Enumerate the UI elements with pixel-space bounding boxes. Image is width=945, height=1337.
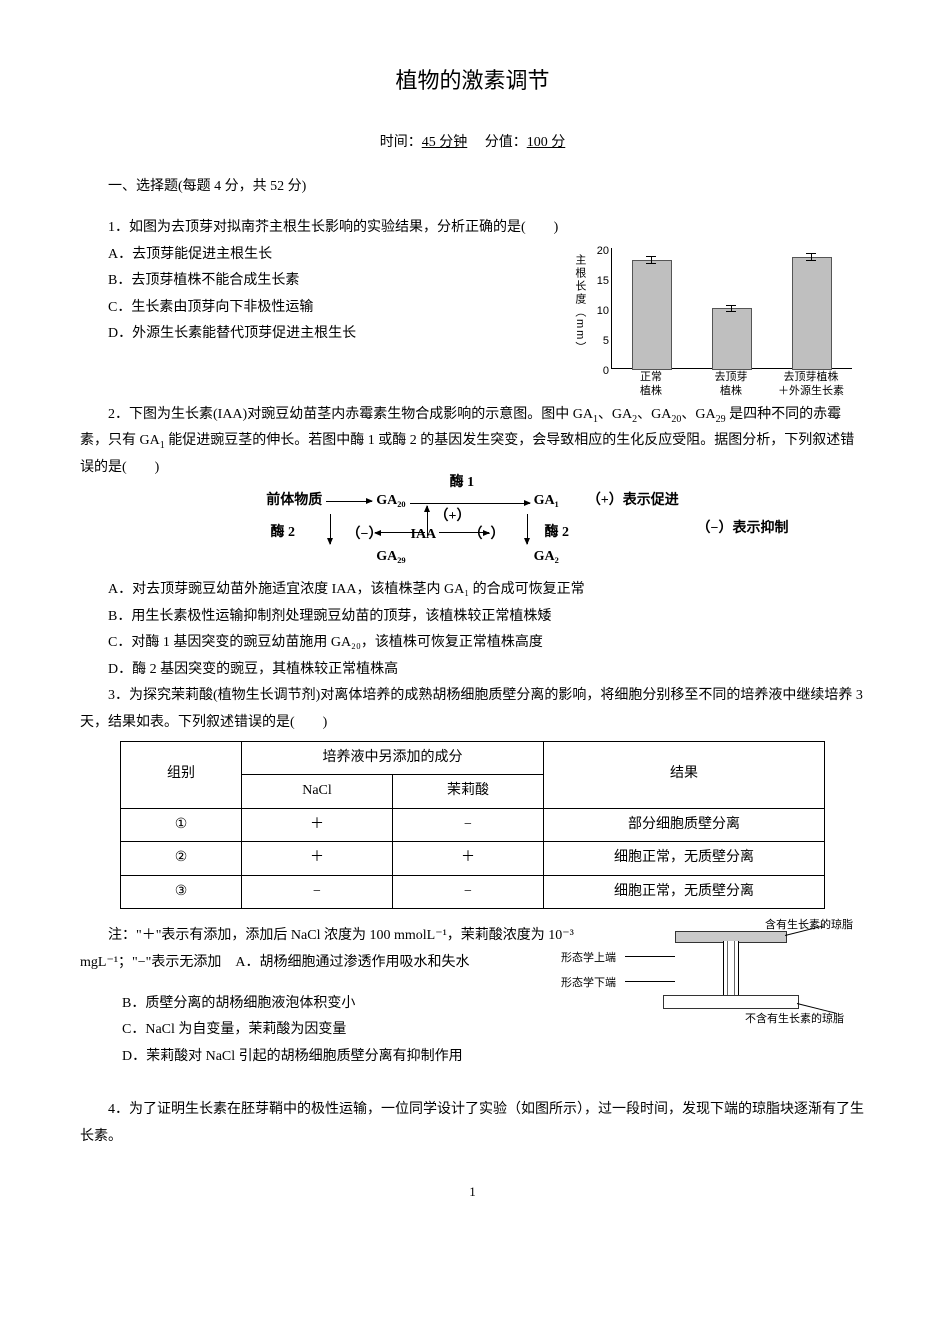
label-top-agar: 含有生长素的琼脂 [765,915,853,936]
leader-line [625,981,675,982]
th-nacl: NaCl [242,775,393,809]
q1-opt-a: A．去顶芽能促进主根生长 [80,242,545,269]
cell: − [393,808,544,842]
q1-opt-c: C．生长素由顶芽向下非极性运输 [80,295,545,322]
leader-line [625,956,675,957]
agar-bottom-block [663,995,799,1009]
cell: 细胞正常，无质壁分离 [544,842,825,876]
score-label: 分值： [485,135,527,150]
cell: 部分细胞质壁分离 [544,808,825,842]
cell: ＋ [393,842,544,876]
page-title: 植物的激素调节 [80,60,865,102]
q2-opt-c: C．对酶 1 基因突变的豌豆幼苗施用 GA₂₀，该植株可恢复正常植株高度 [80,630,865,657]
q2-enz2-right: 酶 2 [545,520,570,547]
q2-opt-d: D．酶 2 基因突变的豌豆，其植株较正常植株高 [80,657,865,684]
q2-front: 前体物质 [266,488,322,515]
arrow-right-icon [439,532,489,533]
th-result: 结果 [544,741,825,808]
q2-diagram: 前体物质 GA₂₀ 酶 1 GA₁ （+）表示促进 酶 2 （−） （+） IA… [193,488,753,571]
th-ja: 茉莉酸 [393,775,544,809]
label-upper: 形态学上端 [561,948,616,969]
cell: ① [121,808,242,842]
q4-stem: 4．为了证明生长素在胚芽鞘中的极性运输，一位同学设计了实验（如图所示），过一段时… [80,1097,865,1150]
cell: ＋ [242,808,393,842]
q3-stem: 3．为探究茉莉酸(植物生长调节剂)对离体培养的成熟胡杨细胞质壁分离的影响，将细胞… [80,683,865,736]
cell: ③ [121,875,242,909]
q3-opt-d: D．茉莉酸对 NaCl 引起的胡杨细胞质壁分离有抑制作用 [80,1044,865,1071]
q2-enz1-top: 酶 1 [450,470,475,497]
coleoptile-stem [723,941,739,995]
q3-figure: 形态学上端 形态学下端 含有生长素的琼脂 不含有生长素的琼脂 [615,923,865,1033]
cell: − [242,875,393,909]
q2-enz2-left: 酶 2 [271,520,296,547]
table-row: ③ − − 细胞正常，无质壁分离 [121,875,825,909]
q2-stem-a: 2．下图为生长素(IAA)对豌豆幼苗茎内赤霉素生物合成影响的示意图。图中 GA [108,407,593,422]
q2-legend-minus: （−）表示抑制 [697,516,789,543]
th-added: 培养液中另添加的成分 [242,741,544,775]
q2-ga2: GA₂ [534,544,559,571]
arrow-down-icon [330,514,331,544]
q2-ga20: GA₂₀ [376,488,405,515]
q2-legend-plus: （+）表示促进 [587,488,679,515]
q1-opt-d: D．外源生长素能替代顶芽促进主根生长 [80,321,545,348]
arrow-down-icon [527,514,528,544]
cell: − [393,875,544,909]
time-value: 45 分钟 [422,135,468,150]
q1-stem: 1．如图为去顶芽对拟南芥主根生长影响的实验结果，分析正确的是( ) [80,215,865,242]
time-label: 时间： [380,135,422,150]
table-row: ① ＋ − 部分细胞质壁分离 [121,808,825,842]
cell: ＋ [242,842,393,876]
q2-iaa: IAA [411,522,437,549]
q2-plus: （+） [435,504,471,531]
q1-bar-chart: 主根长度（mm）05101520正常植株去顶芽植株去顶芽植株＋外源生长素 [565,242,865,402]
table-row: 组别 培养液中另添加的成分 结果 [121,741,825,775]
th-group: 组别 [121,741,242,808]
cell: 细胞正常，无质壁分离 [544,875,825,909]
label-bottom-agar: 不含有生长素的琼脂 [745,1009,844,1030]
q2-opt-b: B．用生长素极性运输抑制剂处理豌豆幼苗的顶芽，该植株较正常植株矮 [80,604,865,631]
table-row: ② ＋ ＋ 细胞正常，无质壁分离 [121,842,825,876]
q2-ga1: GA₁ [534,488,559,515]
arrow-right-icon [326,501,372,502]
section-heading: 一、选择题(每题 4 分，共 52 分) [80,174,865,201]
q3-opt-a: A．胡杨细胞通过渗透作用吸水和失水 [235,955,469,970]
q2-opt-a: A．对去顶芽豌豆幼苗外施适宜浓度 IAA，该植株茎内 GA₁ 的合成可恢复正常 [80,577,865,604]
page-number: 1 [80,1180,865,1205]
label-lower: 形态学下端 [561,973,616,994]
meta-line: 时间：45 分钟 分值：100 分 [80,130,865,157]
q1-opt-b: B．去顶芽植株不能合成生长素 [80,268,545,295]
q3-table: 组别 培养液中另添加的成分 结果 NaCl 茉莉酸 ① ＋ − 部分细胞质壁分离… [120,741,825,910]
cell: ② [121,842,242,876]
score-value: 100 分 [527,135,566,150]
arrow-left-icon [375,532,425,533]
